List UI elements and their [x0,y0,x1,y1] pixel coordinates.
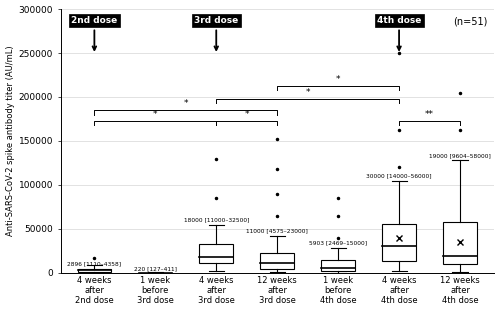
Text: *: * [244,110,249,119]
Bar [200,244,233,263]
Text: *: * [184,100,188,109]
Bar [322,260,355,271]
Y-axis label: Anti-SARS-CoV-2 spike antibody titer (AU/mL): Anti-SARS-CoV-2 spike antibody titer (AU… [6,46,15,236]
Text: 2896 [1110–4358]: 2896 [1110–4358] [68,261,122,266]
Text: 4th dose: 4th dose [377,16,422,50]
Bar [78,269,111,272]
Text: 3rd dose: 3rd dose [194,16,238,50]
Text: 19000 [9604–58000]: 19000 [9604–58000] [429,154,491,159]
Text: 5903 [2469–15000]: 5903 [2469–15000] [309,241,367,246]
Text: (n=51): (n=51) [452,17,487,27]
Text: **: ** [425,110,434,119]
Text: 11000 [4575–23000]: 11000 [4575–23000] [246,228,308,233]
Text: 30000 [14000–56000]: 30000 [14000–56000] [366,173,432,178]
Bar [382,224,416,261]
Text: 18000 [11000–32500]: 18000 [11000–32500] [184,217,249,222]
Text: *: * [306,88,310,97]
Text: 220 [127–411]: 220 [127–411] [134,267,177,272]
Text: *: * [336,75,340,84]
Text: *: * [153,110,158,119]
Bar [260,253,294,269]
Text: 2nd dose: 2nd dose [72,16,118,50]
Bar [444,222,477,264]
